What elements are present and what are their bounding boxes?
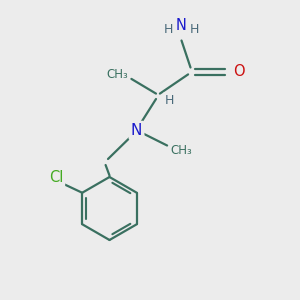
Text: N: N [176, 18, 187, 33]
Text: H: H [165, 94, 174, 107]
Text: CH₃: CH₃ [170, 143, 192, 157]
Text: N: N [131, 123, 142, 138]
Text: H: H [164, 23, 174, 36]
Text: H: H [189, 23, 199, 36]
Text: CH₃: CH₃ [107, 68, 128, 82]
Text: Cl: Cl [49, 170, 63, 185]
Text: O: O [233, 64, 244, 80]
